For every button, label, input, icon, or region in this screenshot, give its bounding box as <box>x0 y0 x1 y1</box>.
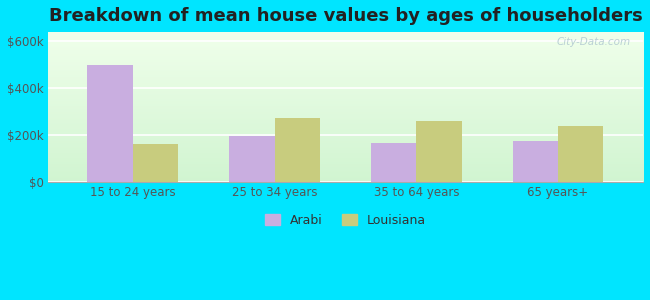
Text: City-Data.com: City-Data.com <box>557 37 631 46</box>
Legend: Arabi, Louisiana: Arabi, Louisiana <box>260 209 431 232</box>
Bar <box>513 141 558 182</box>
Bar <box>133 144 178 182</box>
Bar <box>274 118 320 182</box>
Bar <box>371 143 416 182</box>
Bar <box>229 136 274 182</box>
Bar <box>558 126 603 182</box>
Bar <box>416 121 462 182</box>
Bar <box>87 65 133 182</box>
Title: Breakdown of mean house values by ages of householders: Breakdown of mean house values by ages o… <box>49 7 642 25</box>
